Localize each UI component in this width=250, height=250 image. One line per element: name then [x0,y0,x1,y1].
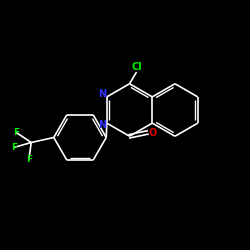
Text: Cl: Cl [131,62,142,72]
Text: F: F [26,156,32,164]
Text: N: N [98,120,106,130]
Text: N: N [98,90,106,99]
Text: F: F [13,128,19,137]
Text: F: F [11,143,17,152]
Text: O: O [148,128,157,138]
